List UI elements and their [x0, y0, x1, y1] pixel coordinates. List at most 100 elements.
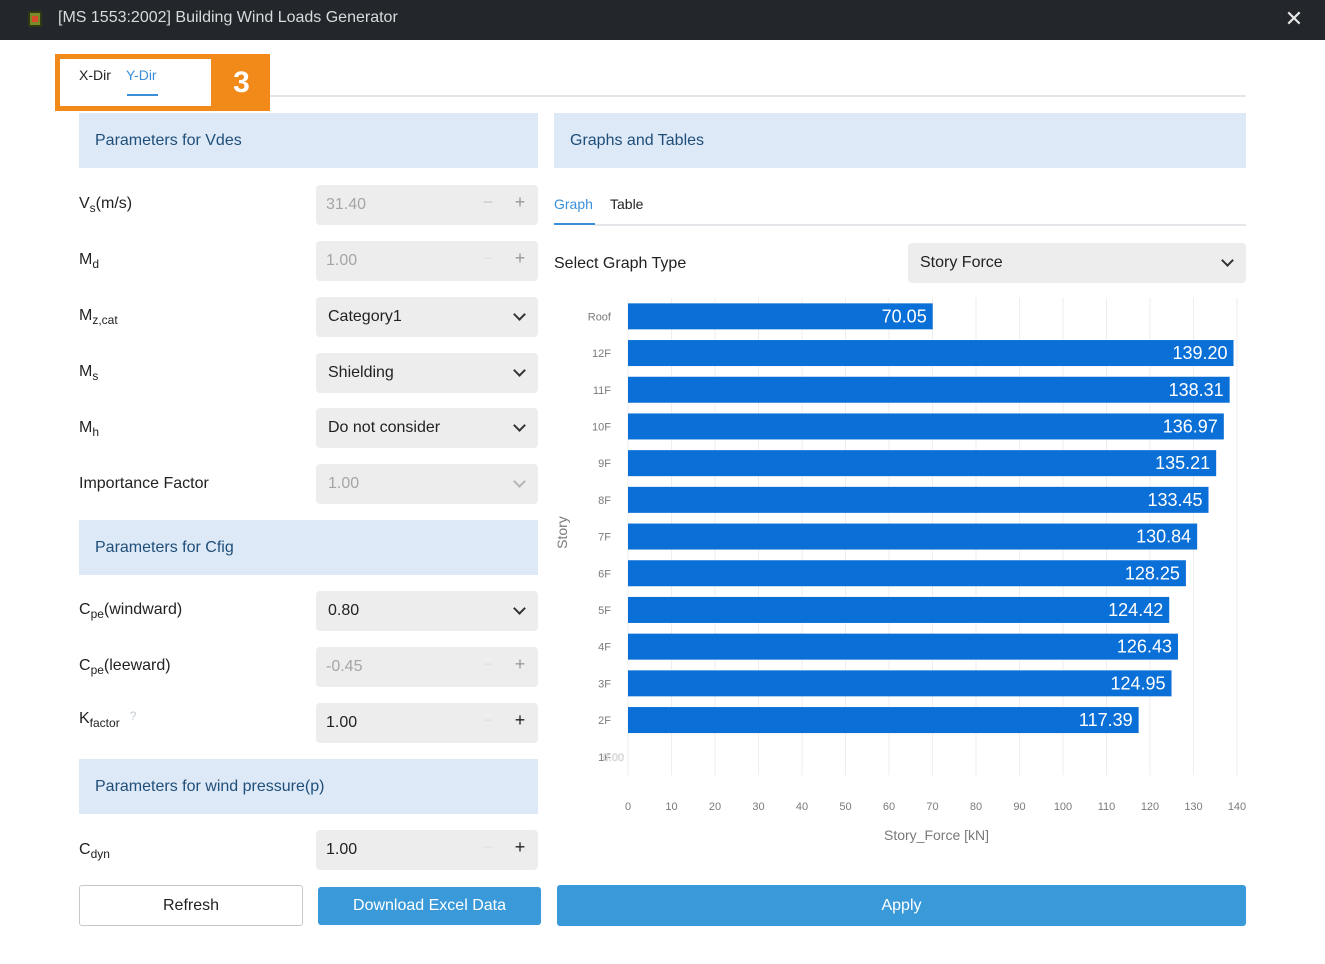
x-tick-label: 20	[709, 801, 721, 813]
bar	[628, 596, 1170, 623]
cpe-leeward-decrement-button[interactable]: −	[482, 654, 494, 674]
data-label: 70.05	[882, 306, 927, 326]
x-tick-label: 140	[1228, 801, 1246, 813]
cpe-leeward-label: Cpe(leeward)	[79, 657, 171, 678]
mzcat-select[interactable]: Category1	[316, 297, 538, 337]
data-label: 135.21	[1155, 453, 1210, 473]
callout-highlight	[55, 54, 216, 111]
kfactor-label: Kfactor?	[79, 709, 137, 731]
y-tick-label: 6F	[598, 568, 611, 580]
x-tick-label: 130	[1184, 801, 1202, 813]
bar	[628, 450, 1217, 477]
vs-increment-button[interactable]: +	[514, 192, 526, 212]
title-bar: [MS 1553:2002] Building Wind Loads Gener…	[0, 0, 1325, 40]
kfactor-increment-button[interactable]: +	[514, 710, 526, 730]
vs-label: Vs(m/s)	[79, 195, 133, 216]
bar	[628, 376, 1230, 403]
active-tab-indicator	[554, 223, 595, 225]
cpe-leeward-field[interactable]: -0.45 − +	[316, 647, 538, 687]
chevron-down-icon	[513, 308, 526, 321]
apply-button[interactable]: Apply	[557, 885, 1246, 926]
section-cfig-header: Parameters for Cfig	[79, 520, 538, 575]
section-vdes-title: Parameters for Vdes	[95, 131, 242, 149]
graph-type-value: Story Force	[920, 254, 1003, 271]
ms-label: Ms	[79, 363, 99, 384]
tab-x-dir[interactable]: X-Dir	[79, 67, 111, 83]
tab-divider	[214, 95, 1246, 97]
x-tick-label: 60	[883, 801, 895, 813]
data-label: 124.95	[1110, 673, 1165, 693]
md-increment-button[interactable]: +	[514, 248, 526, 268]
data-label: 124.42	[1108, 600, 1163, 620]
mh-select[interactable]: Do not consider	[316, 408, 538, 448]
x-tick-label: 0	[625, 801, 631, 813]
bar	[628, 707, 1139, 734]
kfactor-decrement-button[interactable]: −	[482, 710, 494, 730]
active-tab-indicator	[127, 94, 158, 96]
md-label: Md	[79, 251, 100, 272]
close-icon[interactable]: ✕	[1284, 6, 1304, 31]
y-tick-label: 11F	[593, 385, 611, 397]
x-tick-label: 40	[796, 801, 808, 813]
section-cfig-title: Parameters for Cfig	[95, 538, 234, 556]
x-tick-label: 110	[1098, 801, 1116, 813]
md-decrement-button[interactable]: −	[482, 248, 494, 268]
bar	[628, 340, 1234, 367]
importance-factor-label: Importance Factor	[79, 475, 209, 492]
data-label: 126.43	[1117, 637, 1172, 657]
section-vdes-header: Parameters for Vdes	[79, 113, 538, 168]
app-icon	[28, 11, 42, 27]
ms-select[interactable]: Shielding	[316, 353, 538, 393]
data-label: 130.84	[1136, 527, 1191, 547]
y-tick-label: 2F	[598, 715, 611, 727]
tab-table[interactable]: Table	[610, 196, 644, 212]
cpe-leeward-increment-button[interactable]: +	[514, 654, 526, 674]
section-graphs-header: Graphs and Tables	[554, 113, 1246, 168]
md-value: 1.00	[326, 252, 358, 269]
y-axis-label: Story	[554, 516, 570, 549]
x-tick-label: 120	[1141, 801, 1159, 813]
md-field[interactable]: 1.00 − +	[316, 241, 538, 281]
tab-graph[interactable]: Graph	[554, 196, 593, 212]
vs-field[interactable]: 31.40 − +	[316, 185, 538, 225]
data-label: 138.31	[1169, 380, 1224, 400]
chevron-down-icon	[1221, 254, 1234, 267]
cdyn-increment-button[interactable]: +	[514, 837, 526, 857]
y-tick-label: 12F	[592, 348, 611, 360]
help-icon[interactable]: ?	[129, 709, 137, 723]
mzcat-label: Mz,cat	[79, 307, 118, 328]
bar	[628, 303, 933, 330]
chevron-down-icon	[513, 419, 526, 432]
data-label: 117.39	[1079, 710, 1133, 730]
data-label: 139.20	[1172, 343, 1227, 363]
x-axis-label: Story_Force [kN]	[884, 827, 989, 843]
cdyn-decrement-button[interactable]: −	[482, 837, 494, 857]
y-tick-label: 5F	[598, 605, 611, 617]
cpe-windward-value: 0.80	[328, 602, 360, 619]
kfactor-field[interactable]: 1.00 − +	[316, 703, 538, 743]
importance-factor-select[interactable]: 1.00	[316, 464, 538, 504]
cpe-windward-select[interactable]: 0.80	[316, 591, 538, 631]
cdyn-field[interactable]: 1.00 − +	[316, 830, 538, 870]
kfactor-value: 1.00	[326, 714, 358, 731]
tab-y-dir[interactable]: Y-Dir	[126, 67, 157, 83]
bar	[628, 523, 1198, 550]
window-title: [MS 1553:2002] Building Wind Loads Gener…	[58, 9, 398, 26]
data-label: 0.00	[603, 752, 624, 764]
section-pressure-title: Parameters for wind pressure(p)	[95, 777, 325, 795]
graph-type-select[interactable]: Story Force	[908, 243, 1246, 283]
vs-decrement-button[interactable]: −	[482, 192, 494, 212]
ms-value: Shielding	[328, 364, 394, 381]
y-tick-label: 9F	[598, 458, 611, 470]
download-excel-button[interactable]: Download Excel Data	[318, 887, 541, 925]
x-tick-label: 70	[926, 801, 938, 813]
refresh-button[interactable]: Refresh	[79, 885, 303, 926]
section-pressure-header: Parameters for wind pressure(p)	[79, 759, 538, 814]
y-tick-label: 7F	[598, 532, 611, 544]
y-tick-label: 8F	[598, 495, 611, 507]
data-label: 128.25	[1125, 563, 1180, 583]
x-tick-label: 100	[1054, 801, 1072, 813]
bar	[628, 413, 1224, 440]
x-tick-label: 30	[752, 801, 764, 813]
x-tick-label: 50	[839, 801, 851, 813]
